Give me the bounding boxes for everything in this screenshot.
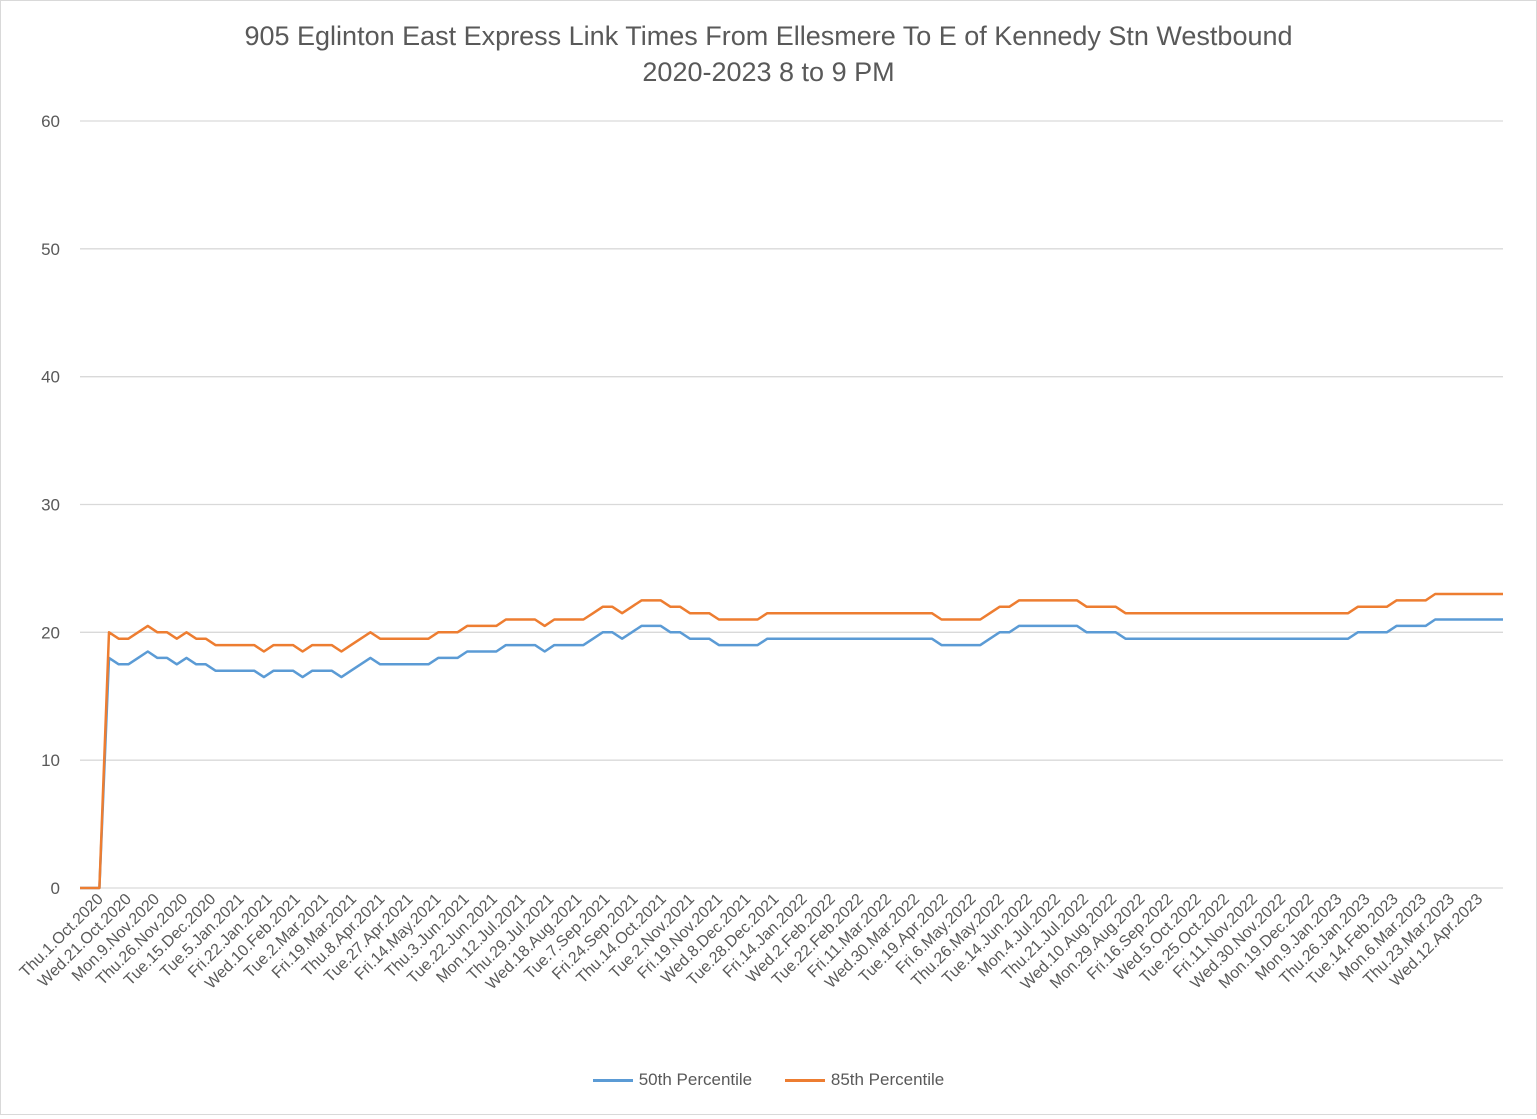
series-line-85th — [80, 592, 1503, 890]
chart-subtitle: 2020-2023 8 to 9 PM — [642, 57, 895, 87]
legend-label-85th: 85th Percentile — [830, 1069, 945, 1089]
chart-title-block: 905 Eglinton East Express Link Times Fro… — [0, 18, 1537, 90]
x-axis-tick-labels: Thu.1.Oct.2020Wed.21.Oct.2020Mon.9.Nov.2… — [17, 891, 1486, 993]
legend-item-50th: 50th Percentile — [592, 1069, 753, 1090]
legend-swatch-50th — [592, 1078, 633, 1082]
legend-swatch-85th — [784, 1078, 825, 1082]
chart-title: 905 Eglinton East Express Link Times Fro… — [244, 21, 1293, 51]
legend-label-50th: 50th Percentile — [638, 1069, 753, 1089]
legend-item-85th: 85th Percentile — [784, 1069, 945, 1090]
gridlines — [80, 120, 1503, 889]
series-lines — [80, 592, 1503, 890]
y-tick-label: 60 — [41, 112, 60, 131]
legend: 50th Percentile 85th Percentile — [0, 1069, 1537, 1090]
y-axis-tick-labels: 0 10 20 30 40 50 60 — [41, 112, 60, 898]
y-tick-label: 40 — [41, 368, 60, 387]
y-tick-label: 0 — [51, 879, 60, 898]
y-tick-label: 20 — [41, 623, 60, 642]
y-tick-label: 30 — [41, 496, 60, 515]
series-line-50th — [80, 618, 1503, 890]
y-tick-label: 10 — [41, 751, 60, 770]
y-tick-label: 50 — [41, 240, 60, 259]
